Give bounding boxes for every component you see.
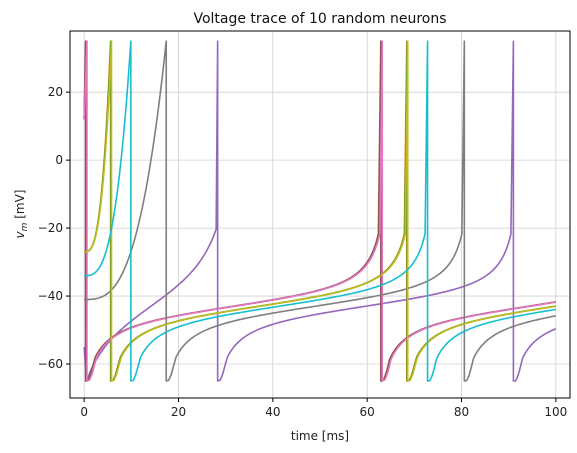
y-axis-title-sub: m: [20, 222, 30, 231]
y-axis-title: vm [mV]: [13, 190, 30, 239]
y-tick-label: −20: [38, 221, 63, 235]
x-tick-label: 80: [454, 405, 469, 419]
y-axis-title-unit: [mV]: [13, 190, 27, 223]
neuron-trace: [83, 40, 556, 382]
grid: [70, 31, 570, 398]
y-tick-label: −60: [38, 357, 63, 371]
plot-frame: [69, 30, 571, 399]
neuron-trace: [83, 40, 556, 382]
y-tick-label: −40: [38, 289, 63, 303]
y-axis-ticks: −60 −40 −20 0 20: [38, 85, 70, 371]
x-tick-label: 0: [80, 405, 88, 419]
y-tick-label: 0: [55, 153, 63, 167]
x-tick-label: 40: [265, 405, 280, 419]
y-tick-label: 20: [48, 85, 63, 99]
x-tick-label: 20: [171, 405, 186, 419]
x-axis-ticks: 0 20 40 60 80 100: [80, 398, 567, 419]
x-axis-title: time [ms]: [291, 429, 349, 443]
chart-title: Voltage trace of 10 random neurons: [193, 11, 446, 27]
plot-lines: [83, 40, 557, 382]
neuron-trace: [83, 40, 556, 382]
neuron-trace: [84, 40, 557, 382]
x-tick-label: 100: [544, 405, 567, 419]
neuron-trace: [83, 40, 557, 382]
x-tick-label: 60: [360, 405, 375, 419]
y-axis-title-v: v: [13, 230, 27, 238]
